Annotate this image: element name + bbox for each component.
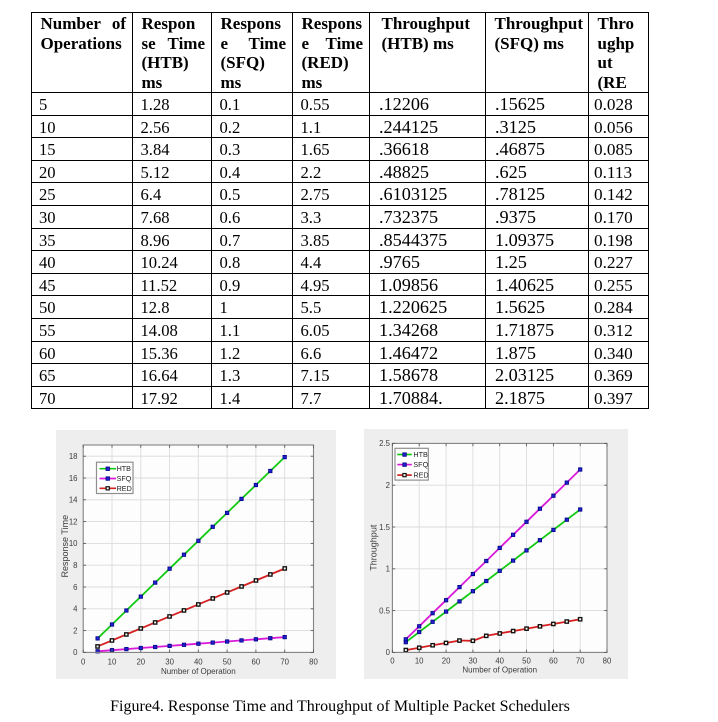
svg-text:0: 0 (386, 648, 391, 657)
svg-text:30: 30 (165, 658, 174, 667)
svg-text:20: 20 (136, 658, 145, 667)
svg-text:14: 14 (69, 496, 78, 505)
svg-text:40: 40 (194, 658, 203, 667)
svg-text:30: 30 (469, 657, 478, 666)
svg-text:0.5: 0.5 (379, 606, 391, 615)
svg-text:18: 18 (69, 452, 78, 461)
svg-text:6: 6 (73, 583, 77, 592)
svg-text:70: 70 (576, 657, 585, 666)
svg-text:50: 50 (223, 658, 232, 667)
svg-text:12: 12 (69, 517, 78, 526)
svg-text:80: 80 (309, 658, 318, 667)
svg-text:HTB: HTB (413, 450, 428, 459)
svg-text:10: 10 (108, 658, 117, 667)
svg-text:80: 80 (603, 657, 612, 666)
svg-text:50: 50 (522, 657, 531, 666)
svg-text:20: 20 (442, 657, 451, 666)
svg-text:Throughput: Throughput (368, 524, 378, 571)
svg-text:8: 8 (73, 561, 77, 570)
svg-text:SFQ: SFQ (413, 460, 428, 469)
svg-text:2.5: 2.5 (379, 439, 391, 448)
svg-text:60: 60 (252, 658, 261, 667)
svg-text:Response Time: Response Time (60, 515, 70, 578)
svg-text:10: 10 (69, 539, 78, 548)
svg-text:60: 60 (549, 657, 558, 666)
svg-text:40: 40 (495, 657, 504, 666)
svg-text:2: 2 (73, 626, 77, 635)
svg-text:Number of Operation: Number of Operation (161, 667, 236, 676)
svg-text:4: 4 (73, 605, 78, 614)
svg-text:0: 0 (81, 658, 86, 667)
svg-text:HTB: HTB (117, 464, 132, 473)
svg-text:16: 16 (69, 474, 78, 483)
svg-text:1.5: 1.5 (379, 523, 391, 532)
svg-text:RED: RED (413, 471, 428, 480)
svg-text:SFQ: SFQ (117, 474, 132, 483)
svg-text:0: 0 (73, 648, 78, 657)
svg-text:0: 0 (390, 657, 395, 666)
svg-text:2: 2 (386, 481, 390, 490)
svg-text:Number of Operation: Number of Operation (462, 666, 537, 675)
svg-text:10: 10 (415, 657, 424, 666)
svg-text:RED: RED (117, 484, 132, 493)
svg-text:1: 1 (386, 565, 390, 574)
svg-text:70: 70 (280, 658, 289, 667)
